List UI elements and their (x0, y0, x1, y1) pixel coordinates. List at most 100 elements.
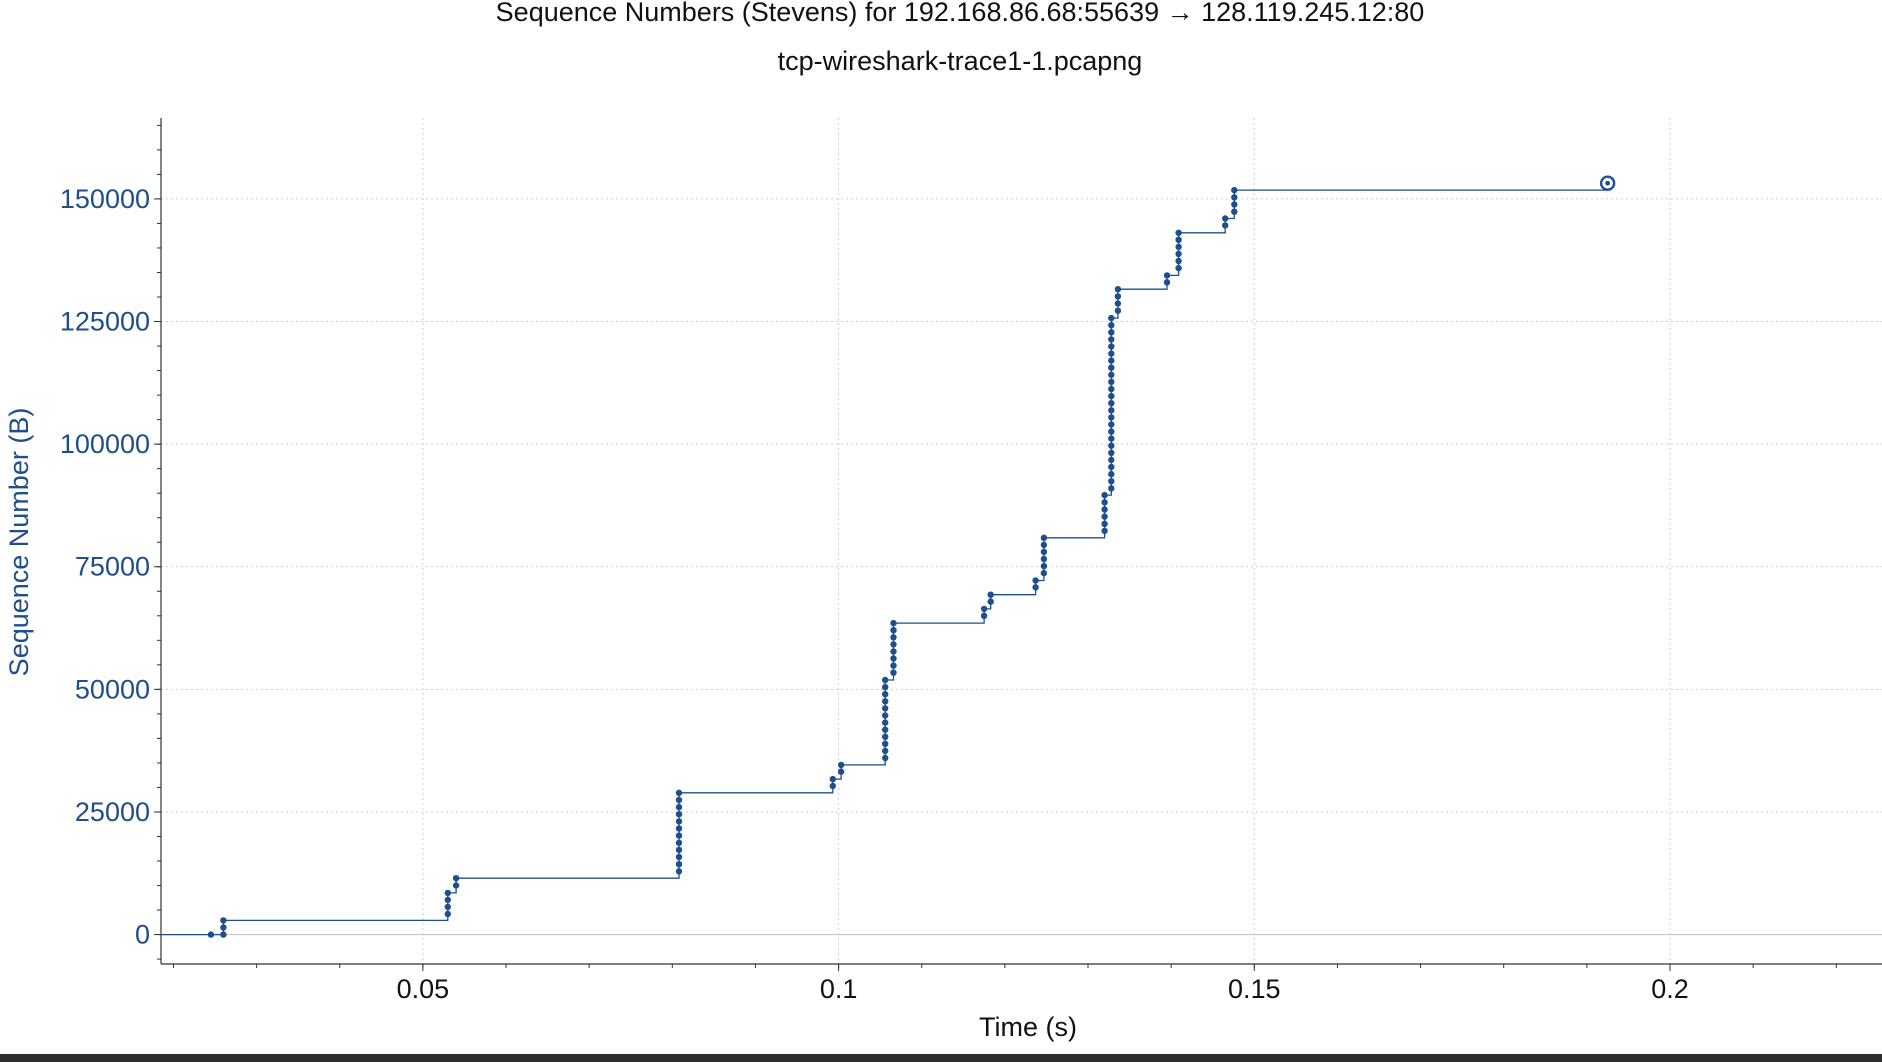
segment-point[interactable] (1108, 456, 1115, 464)
segment-point[interactable] (882, 676, 889, 684)
segment-point[interactable] (444, 889, 451, 897)
segment-point[interactable] (1108, 442, 1115, 449)
segment-point[interactable] (220, 917, 227, 924)
segment-point[interactable] (1108, 470, 1115, 478)
segment-point[interactable] (444, 910, 451, 918)
segment-point[interactable] (675, 789, 683, 796)
segment-point[interactable] (829, 782, 836, 790)
segment-point[interactable] (837, 768, 845, 775)
segment-point[interactable] (1231, 208, 1238, 215)
segment-point[interactable] (837, 761, 845, 769)
segment-point[interactable] (890, 648, 897, 655)
segment-point[interactable] (675, 839, 683, 846)
segment-point[interactable] (675, 868, 683, 875)
segment-point[interactable] (1108, 371, 1115, 378)
segment-point[interactable] (882, 683, 889, 691)
segment-point[interactable] (1114, 300, 1122, 307)
segment-point[interactable] (1101, 527, 1108, 535)
segment-point[interactable] (1032, 577, 1039, 584)
segment-point[interactable] (890, 662, 897, 669)
segment-point[interactable] (1108, 392, 1115, 400)
segment-point[interactable] (1222, 215, 1229, 222)
segment-point[interactable] (1101, 513, 1108, 520)
segment-point[interactable] (882, 754, 889, 762)
segment-point[interactable] (1222, 222, 1229, 229)
segment-point[interactable] (1040, 548, 1048, 556)
segment-point[interactable] (890, 669, 897, 676)
segment-point[interactable] (980, 612, 988, 619)
segment-point[interactable] (1231, 201, 1238, 208)
segment-point[interactable] (882, 691, 889, 698)
segment-point[interactable] (1163, 272, 1171, 279)
segment-point[interactable] (882, 698, 889, 705)
segment-point[interactable] (675, 811, 683, 818)
segment-point[interactable] (220, 931, 227, 938)
segment-point[interactable] (829, 775, 836, 783)
segment-point[interactable] (1108, 336, 1115, 343)
segment-point[interactable] (1101, 491, 1108, 499)
segment-point[interactable] (1108, 400, 1115, 407)
segment-point[interactable] (444, 896, 451, 904)
segment-point[interactable] (675, 803, 683, 811)
segment-point[interactable] (882, 740, 889, 747)
segment-point[interactable] (987, 598, 994, 605)
segment-point[interactable] (882, 747, 889, 755)
segment-point[interactable] (1040, 541, 1048, 549)
segment-point[interactable] (890, 641, 897, 648)
segment-point[interactable] (675, 818, 683, 825)
segment-point[interactable] (1040, 534, 1048, 541)
segment-point[interactable] (675, 846, 683, 854)
segment-point[interactable] (1108, 314, 1115, 322)
segment-point[interactable] (1108, 350, 1115, 357)
segment-point[interactable] (1114, 286, 1122, 293)
segment-point[interactable] (1108, 414, 1115, 421)
segment-point[interactable] (452, 882, 460, 889)
segment-point[interactable] (1108, 449, 1115, 456)
segment-point[interactable] (444, 903, 451, 911)
segment-point[interactable] (1108, 421, 1115, 428)
segment-point[interactable] (1175, 250, 1182, 258)
segment-point[interactable] (1101, 506, 1108, 513)
segment-point[interactable] (1231, 194, 1238, 201)
selected-point[interactable] (1605, 180, 1611, 186)
segment-point[interactable] (1101, 499, 1108, 506)
segment-point[interactable] (1108, 478, 1115, 485)
segment-point[interactable] (882, 719, 889, 726)
segment-point[interactable] (1108, 385, 1115, 393)
segment-point[interactable] (1108, 407, 1115, 414)
segment-point[interactable] (882, 733, 889, 740)
segment-point[interactable] (1175, 236, 1182, 243)
segment-point[interactable] (882, 712, 889, 719)
segment-point[interactable] (207, 931, 215, 938)
segment-point[interactable] (890, 627, 897, 634)
segment-point[interactable] (882, 705, 889, 712)
segment-point[interactable] (1175, 243, 1182, 251)
segment-point[interactable] (890, 619, 897, 627)
segment-point[interactable] (1114, 293, 1122, 300)
segment-point[interactable] (987, 591, 994, 598)
segment-point[interactable] (1108, 485, 1115, 492)
segment-point[interactable] (1108, 428, 1115, 435)
segment-point[interactable] (1114, 307, 1122, 314)
segment-point[interactable] (1040, 569, 1048, 577)
plot-area[interactable] (161, 175, 1616, 938)
segment-point[interactable] (220, 924, 227, 931)
segment-point[interactable] (1175, 257, 1182, 265)
segment-point[interactable] (1040, 562, 1048, 570)
segment-point[interactable] (1040, 555, 1048, 563)
segment-point[interactable] (675, 853, 683, 861)
segment-point[interactable] (1108, 329, 1115, 336)
segment-point[interactable] (1163, 279, 1171, 286)
segment-point[interactable] (1108, 463, 1115, 471)
segment-point[interactable] (1175, 229, 1182, 236)
segment-point[interactable] (1108, 343, 1115, 350)
segment-point[interactable] (1101, 520, 1108, 527)
segment-point[interactable] (890, 634, 897, 641)
segment-point[interactable] (980, 605, 988, 613)
segment-point[interactable] (675, 825, 683, 832)
segment-point[interactable] (1175, 264, 1182, 272)
segment-point[interactable] (1108, 435, 1115, 442)
segment-point[interactable] (1231, 186, 1238, 194)
segment-point[interactable] (675, 832, 683, 839)
segment-point[interactable] (1108, 378, 1115, 386)
